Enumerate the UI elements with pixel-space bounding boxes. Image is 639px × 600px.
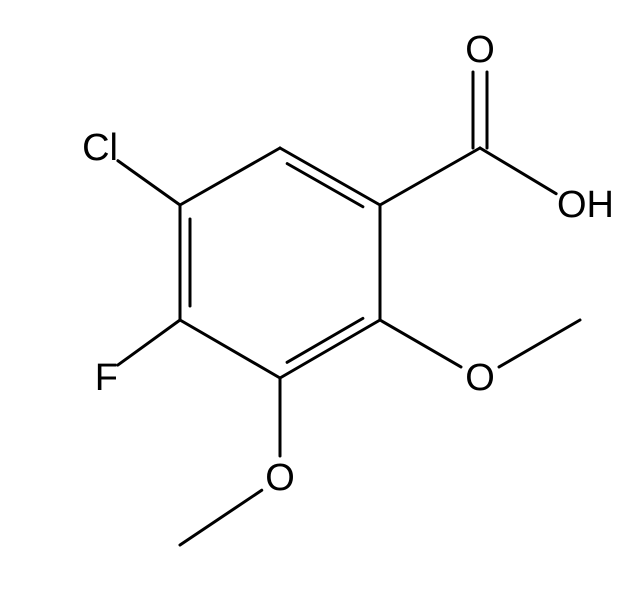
- bonds-layer: [118, 72, 580, 545]
- atom-label-o9: OH: [557, 184, 614, 226]
- bond-line: [380, 148, 480, 205]
- bond-line: [287, 164, 363, 207]
- atom-label-cl15: Cl: [82, 127, 118, 169]
- bond-line: [499, 320, 580, 367]
- bond-line: [180, 148, 280, 205]
- bond-line: [380, 320, 461, 367]
- bond-line: [118, 320, 180, 365]
- bond-line: [280, 320, 380, 378]
- bond-line: [287, 318, 363, 362]
- bond-line: [180, 320, 280, 378]
- atom-label-o8: O: [465, 29, 495, 71]
- molecule-diagram: O OH O O F Cl: [0, 0, 639, 600]
- bond-line: [118, 161, 180, 205]
- atom-labels-layer: O OH O O F Cl: [82, 29, 614, 499]
- bond-line: [280, 148, 380, 205]
- atom-label-f14: F: [95, 357, 118, 399]
- bond-line: [180, 490, 262, 545]
- bond-line: [480, 148, 556, 194]
- atom-label-o12: O: [265, 457, 295, 499]
- atom-label-o10: O: [465, 357, 495, 399]
